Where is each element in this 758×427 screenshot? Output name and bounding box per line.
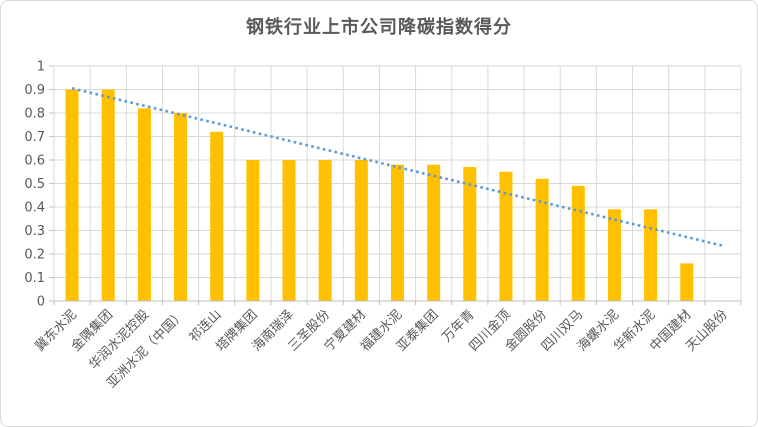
bar — [535, 178, 549, 301]
y-axis-label: 0 — [37, 295, 45, 310]
axis-ticks — [49, 65, 742, 305]
bar — [137, 108, 151, 301]
bar — [210, 131, 224, 301]
y-axis-label: 0.9 — [24, 83, 45, 98]
bar — [65, 89, 79, 301]
bar — [427, 164, 441, 301]
bar — [246, 160, 260, 301]
y-axis-label: 1 — [37, 60, 45, 75]
bar — [318, 160, 332, 301]
y-axis-label: 0.8 — [24, 107, 45, 122]
bar — [174, 113, 188, 301]
y-axis-label: 0.6 — [24, 154, 45, 169]
x-axis-labels: 冀东水泥金隅集团华润水泥控股亚洲水泥（中国）祁连山塔牌集团海南瑞泽三圣股份宁夏建… — [32, 307, 731, 392]
bar — [571, 185, 585, 301]
bar — [607, 209, 621, 301]
trendline-dotted — [71, 87, 724, 248]
bar — [101, 89, 115, 301]
bar — [499, 171, 513, 301]
y-axis-labels: 0 0.1 0.2 0.3 0.4 0.5 0.6 0.7 0.8 0.9 1 — [24, 60, 45, 310]
bar — [463, 167, 477, 301]
y-axis-label: 0.4 — [24, 201, 45, 216]
bar — [354, 160, 368, 301]
y-axis-label: 0.1 — [24, 271, 45, 286]
bars — [65, 89, 694, 301]
y-axis-label: 0.7 — [24, 130, 45, 145]
y-axis-label: 0.3 — [24, 224, 45, 239]
trendline — [71, 87, 724, 248]
chart-title: 钢铁行业上市公司降碳指数得分 — [246, 17, 512, 38]
y-axis-label: 0.5 — [24, 177, 45, 192]
bar — [680, 263, 694, 301]
y-axis-label: 0.2 — [24, 248, 45, 263]
bar — [391, 164, 404, 301]
bar — [282, 160, 296, 301]
bar — [644, 209, 658, 301]
